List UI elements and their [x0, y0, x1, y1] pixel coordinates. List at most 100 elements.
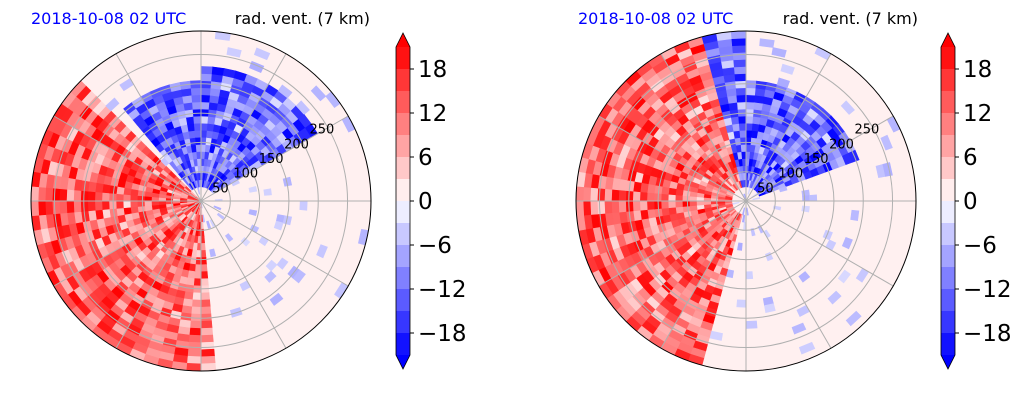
velocity-cell	[206, 220, 212, 229]
velocity-cell	[101, 192, 110, 202]
velocity-cell	[66, 188, 75, 202]
velocity-cell	[745, 320, 758, 329]
velocity-cell	[186, 355, 202, 365]
velocity-cell	[248, 185, 258, 193]
velocity-cell	[200, 257, 207, 266]
velocity-cell	[738, 122, 747, 131]
velocity-cell	[115, 193, 124, 202]
velocity-cell	[733, 66, 747, 75]
radial-tick-label: 100	[233, 167, 258, 182]
velocity-cell	[276, 257, 289, 270]
velocity-cell	[31, 200, 40, 217]
velocity-cell	[87, 190, 96, 202]
velocity-cell	[226, 47, 242, 58]
azimuth-spoke	[200, 53, 287, 202]
azimuth-spoke	[200, 115, 349, 202]
velocity-cell	[646, 192, 655, 202]
radial-tick-label: 200	[284, 137, 309, 152]
radial-tick-label: 250	[310, 123, 335, 138]
velocity-cell	[190, 87, 202, 96]
colorbar-level	[941, 135, 955, 158]
azimuth-spoke	[745, 200, 894, 287]
radial-tick-label: 250	[855, 123, 880, 138]
velocity-cell	[264, 270, 277, 283]
velocity-cell	[576, 185, 585, 202]
colorbar-level	[941, 47, 955, 70]
azimuth-spoke	[115, 200, 202, 349]
velocity-cell	[745, 271, 754, 280]
velocity-cell	[745, 129, 753, 138]
velocity-cell	[224, 233, 234, 243]
velocity-cell	[752, 196, 761, 201]
velocity-cell	[737, 101, 747, 110]
velocity-cell	[778, 186, 788, 193]
velocity-cell	[94, 200, 103, 211]
velocity-cell	[187, 348, 202, 358]
velocity-cell	[745, 122, 754, 131]
radial-tick-label: 150	[259, 152, 284, 167]
velocity-cell	[667, 200, 676, 209]
velocity-cell	[216, 212, 225, 220]
velocity-cell	[737, 242, 743, 251]
colorbar-level	[941, 157, 955, 180]
velocity-cell	[51, 200, 61, 215]
velocity-cell	[604, 188, 613, 202]
azimuth-spoke	[115, 53, 202, 202]
velocity-cell	[730, 115, 740, 125]
velocity-cell	[741, 158, 747, 167]
colorbar-level	[396, 245, 410, 268]
velocity-cell	[295, 100, 310, 115]
velocity-cell	[193, 115, 202, 124]
velocity-cell	[292, 269, 306, 284]
velocity-cell	[59, 188, 68, 202]
azimuth-spoke	[660, 200, 747, 349]
colorbar-tick-label: −12	[963, 277, 1012, 303]
velocity-cell	[674, 194, 683, 202]
velocity-cell	[185, 362, 202, 371]
velocity-cell	[660, 207, 670, 217]
velocity-cell	[200, 122, 209, 131]
velocity-cell	[200, 235, 206, 244]
velocity-cell	[200, 264, 208, 273]
velocity-cell	[765, 251, 774, 262]
colorbar-extend-max	[941, 33, 955, 47]
azimuth-spoke	[745, 53, 832, 202]
velocity-cell	[37, 200, 47, 216]
velocity-cell	[137, 205, 146, 213]
velocity-cell	[200, 327, 214, 336]
velocity-cell	[87, 200, 96, 212]
colorbar-tick-label: −18	[418, 321, 467, 347]
colorbar-tick-label: −12	[418, 277, 467, 303]
velocity-cell	[213, 205, 222, 211]
colorbar-level	[396, 289, 410, 312]
velocity-cell	[745, 94, 756, 103]
velocity-cell	[639, 191, 648, 202]
velocity-cell	[269, 292, 284, 306]
colorbar-level	[941, 245, 955, 268]
velocity-cell	[195, 144, 202, 152]
velocity-cell	[200, 348, 215, 358]
velocity-cell	[122, 193, 131, 202]
velocity-cell	[841, 236, 853, 250]
colorbar-level	[396, 333, 410, 356]
velocity-cell	[191, 94, 202, 103]
velocity-cell	[188, 130, 196, 139]
velocity-cell	[253, 47, 271, 61]
velocity-cell	[731, 37, 747, 47]
velocity-cell	[105, 97, 120, 112]
velocity-cell	[639, 200, 648, 211]
velocity-cell	[200, 299, 211, 308]
velocity-cell	[193, 271, 202, 280]
velocity-cell	[158, 200, 167, 206]
velocity-cell	[740, 136, 747, 145]
colorbar-level	[941, 311, 955, 334]
velocity-cell	[144, 200, 152, 207]
velocity-cell	[101, 200, 110, 210]
colorbar-tick-label: 12	[418, 101, 447, 127]
colorbar-level	[396, 113, 410, 136]
velocity-cell	[703, 200, 712, 206]
colorbar-tick-label: 6	[418, 145, 433, 171]
azimuth-spoke	[660, 53, 747, 202]
panel-2-date-title: 2018-10-08 02 UTC	[578, 9, 733, 28]
velocity-cell	[200, 341, 215, 351]
